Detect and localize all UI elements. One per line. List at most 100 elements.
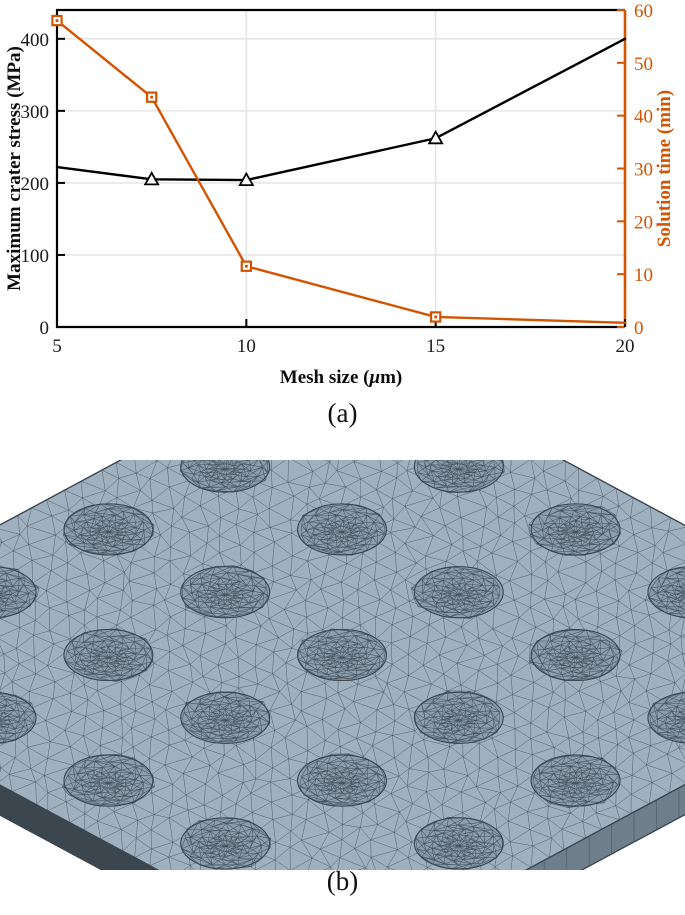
series-line bbox=[55, 37, 627, 182]
tick-label-right-axis: 30 bbox=[634, 160, 653, 181]
dimple-mesh-path bbox=[299, 753, 386, 805]
dimple-rim bbox=[63, 754, 154, 807]
tick-label-left-axis: 200 bbox=[21, 174, 50, 195]
y-axis-left-title: Maximum crater stress (MPa) bbox=[4, 46, 25, 291]
dimple-mesh-path bbox=[181, 691, 271, 743]
dimple-mesh-path bbox=[411, 566, 500, 619]
dimple-rim bbox=[0, 566, 37, 618]
dimple-mesh-path bbox=[533, 755, 620, 808]
dimple-crater bbox=[180, 565, 271, 619]
chart-frame bbox=[55, 8, 627, 329]
mesh-convergence-chart: 0 100 200 300 400 0 10 20 30 40 50 60 5 10 15 20 Maximum… bbox=[4, 1, 675, 388]
figure-caption-a: (a) bbox=[327, 398, 358, 428]
dimple-crater bbox=[411, 566, 504, 619]
mesh-geometry bbox=[0, 460, 685, 870]
chart-gridlines bbox=[57, 10, 625, 327]
dimpled-plate-mesh-render bbox=[0, 460, 685, 870]
dimple-rim bbox=[63, 628, 154, 682]
dimple-rim bbox=[413, 460, 504, 493]
dimple-crater bbox=[297, 628, 387, 682]
series-marker-triangle bbox=[238, 171, 255, 186]
series-marker-square-center bbox=[244, 264, 248, 268]
series-marker-triangle bbox=[427, 129, 444, 145]
x-axis-title-post: m) bbox=[380, 367, 402, 388]
dimple-mesh-path bbox=[529, 629, 623, 682]
figure-b-mesh-panel bbox=[0, 460, 685, 870]
data-series-time bbox=[51, 14, 627, 324]
tick-label-right-axis: 40 bbox=[634, 107, 653, 128]
dimple-mesh-path bbox=[297, 628, 386, 680]
dimple-rim bbox=[530, 754, 621, 807]
series-marker-square-center bbox=[150, 95, 154, 99]
tick-label-right-axis: 60 bbox=[634, 1, 653, 22]
dimple-rim bbox=[180, 691, 271, 744]
dimple-crater bbox=[62, 754, 155, 807]
dimple-rim bbox=[647, 566, 685, 618]
dimple-mesh-path bbox=[62, 754, 155, 805]
tick-label-x-axis: 15 bbox=[426, 336, 445, 357]
dimple-crater bbox=[63, 628, 154, 682]
dimple-crater bbox=[528, 503, 621, 556]
tick-label-x-axis: 10 bbox=[237, 336, 256, 357]
series-marker-square-center bbox=[55, 19, 59, 22]
dimple-rim bbox=[63, 503, 154, 556]
dimple-mesh-path bbox=[417, 460, 505, 493]
dimple-mesh-path bbox=[415, 816, 503, 870]
dimple-mesh-path bbox=[648, 567, 685, 619]
tick-label-right-axis: 50 bbox=[634, 54, 653, 75]
dimple-mesh-path bbox=[0, 693, 35, 744]
data-series-stress bbox=[55, 37, 627, 186]
dimple-rim bbox=[647, 692, 685, 744]
tick-label-x-axis: 20 bbox=[616, 336, 635, 357]
dimple-rim bbox=[297, 628, 387, 682]
figure-a-chart-panel: 0 100 200 300 400 0 10 20 30 40 50 60 5 10 15 20 Maximum… bbox=[0, 0, 685, 455]
dimple-rim bbox=[180, 817, 271, 870]
dimple-crater bbox=[647, 566, 685, 619]
tick-label-right-axis: 0 bbox=[634, 318, 644, 339]
dimple-rim bbox=[413, 817, 504, 870]
dimple-mesh-path bbox=[528, 505, 621, 556]
dimple-rim bbox=[180, 566, 271, 619]
dimple-crater bbox=[297, 753, 387, 807]
tick-label-left-axis: 300 bbox=[21, 102, 50, 123]
tick-label-left-axis: 0 bbox=[40, 318, 50, 339]
dimple-crater bbox=[180, 691, 271, 744]
dimple-mesh-path bbox=[179, 460, 268, 493]
dimple-crater bbox=[647, 691, 685, 744]
dimple-rim bbox=[413, 566, 504, 619]
dimple-crater bbox=[413, 816, 504, 870]
y-axis-right-title: Solution time (min) bbox=[654, 90, 675, 247]
tick-label-left-axis: 400 bbox=[21, 30, 50, 51]
dimple-rim bbox=[180, 460, 271, 493]
x-axis-title: Mesh size (μm) bbox=[280, 367, 402, 388]
dimple-crater bbox=[179, 460, 271, 493]
dimple-rim bbox=[530, 503, 621, 556]
dimple-mesh-path bbox=[300, 504, 385, 556]
tick-label-right-axis: 10 bbox=[634, 265, 653, 286]
series-marker-triangle bbox=[143, 170, 160, 186]
dimple-rim bbox=[297, 754, 387, 807]
x-axis-title-pre: Mesh size ( bbox=[280, 367, 370, 388]
dimple-rim bbox=[530, 628, 621, 682]
dimple-rim bbox=[0, 692, 37, 744]
series-line bbox=[55, 19, 627, 324]
dimple-mesh-path bbox=[181, 565, 269, 618]
dimple-crater bbox=[180, 817, 272, 870]
chart-ticks: 0 100 200 300 400 0 10 20 30 40 50 60 5 10 15 20 bbox=[21, 1, 654, 357]
dimple-mesh-path bbox=[0, 566, 40, 619]
tick-label-left-axis: 100 bbox=[21, 246, 50, 267]
dimple-crater bbox=[297, 503, 387, 556]
dimple-mesh-path bbox=[62, 503, 155, 554]
dimple-crater bbox=[530, 754, 621, 808]
x-axis-title-mu: μ bbox=[368, 367, 380, 388]
dimple-mesh-path bbox=[181, 817, 272, 870]
tick-label-right-axis: 20 bbox=[634, 212, 653, 233]
series-marker-square-center bbox=[434, 315, 438, 319]
axis-frame-left-top-bottom bbox=[55, 8, 625, 329]
dimple-mesh-path bbox=[414, 690, 501, 744]
dimple-crater bbox=[0, 692, 37, 744]
dimple-mesh-path bbox=[649, 691, 685, 743]
dimple-crater bbox=[413, 690, 504, 744]
dimple-crater bbox=[413, 460, 505, 493]
dimple-rim bbox=[297, 503, 387, 556]
